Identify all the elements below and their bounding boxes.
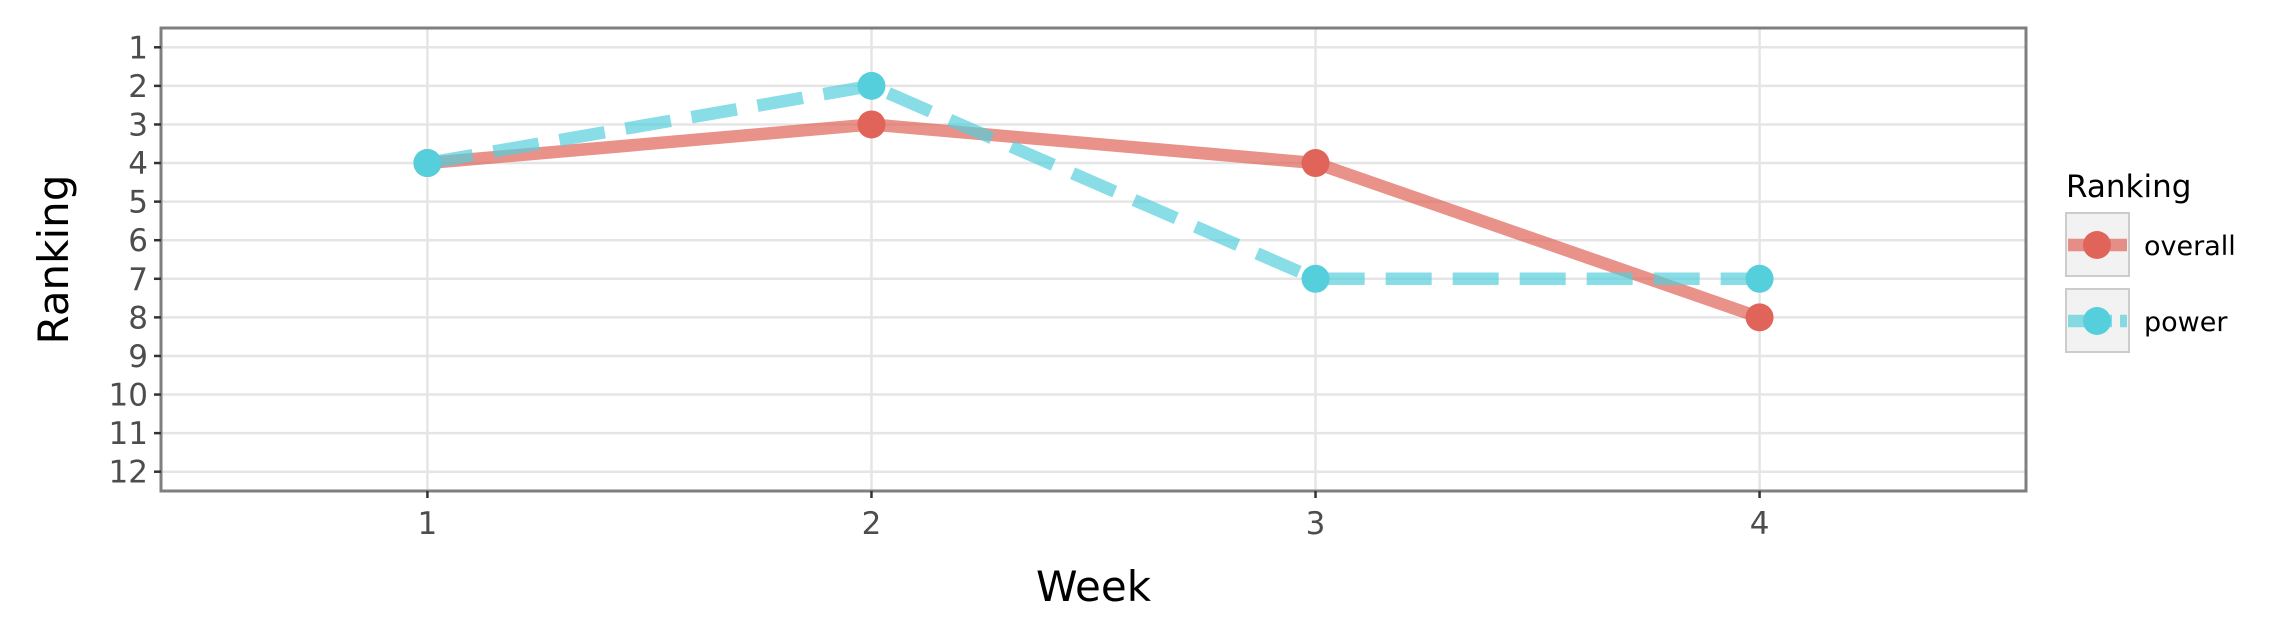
y-tick-label: 1 xyxy=(128,30,148,66)
plot-border xyxy=(159,26,2028,493)
legend: Ranking overall power xyxy=(2065,169,2236,353)
legend-title: Ranking xyxy=(2066,169,2191,205)
data-point-power xyxy=(1745,264,1774,293)
data-point-overall xyxy=(1301,149,1330,178)
x-axis-ticks: 1 2 3 4 xyxy=(418,491,1770,542)
legend-marker-overall xyxy=(2083,231,2111,259)
y-tick-label: 3 xyxy=(128,107,148,143)
data-point-overall xyxy=(1745,303,1774,332)
legend-label-overall: overall xyxy=(2144,231,2236,262)
x-axis-title: Week xyxy=(1036,562,1152,611)
legend-item-overall: overall xyxy=(2065,212,2236,277)
y-tick-label: 7 xyxy=(128,262,148,298)
data-point-power xyxy=(413,149,442,178)
y-tick-label: 4 xyxy=(128,146,148,182)
data-point-power xyxy=(857,71,886,100)
data-point-power xyxy=(1301,264,1330,293)
series-lines xyxy=(426,79,1762,324)
y-tick-label: 6 xyxy=(128,223,148,259)
y-tick-label: 12 xyxy=(109,455,148,491)
x-tick-label: 3 xyxy=(1306,506,1326,542)
y-axis-title: Ranking xyxy=(29,175,78,345)
series-points xyxy=(413,71,1774,332)
y-tick-label: 5 xyxy=(128,185,148,221)
x-tick-label: 2 xyxy=(862,506,882,542)
legend-item-power: power xyxy=(2065,288,2228,353)
x-tick-label: 4 xyxy=(1750,506,1770,542)
y-tick-label: 10 xyxy=(109,378,148,414)
legend-label-power: power xyxy=(2144,307,2228,338)
plot-panel xyxy=(161,28,2026,491)
y-tick-label: 9 xyxy=(128,339,148,375)
series-line-power xyxy=(426,79,1760,286)
y-tick-label: 8 xyxy=(128,300,148,336)
y-tick-label: 2 xyxy=(128,69,148,105)
x-tick-label: 1 xyxy=(418,506,438,542)
gridlines xyxy=(161,28,2026,491)
data-point-overall xyxy=(857,110,886,139)
legend-marker-power xyxy=(2083,307,2111,335)
y-tick-label: 11 xyxy=(109,416,148,452)
series-line-overall xyxy=(426,118,1762,324)
